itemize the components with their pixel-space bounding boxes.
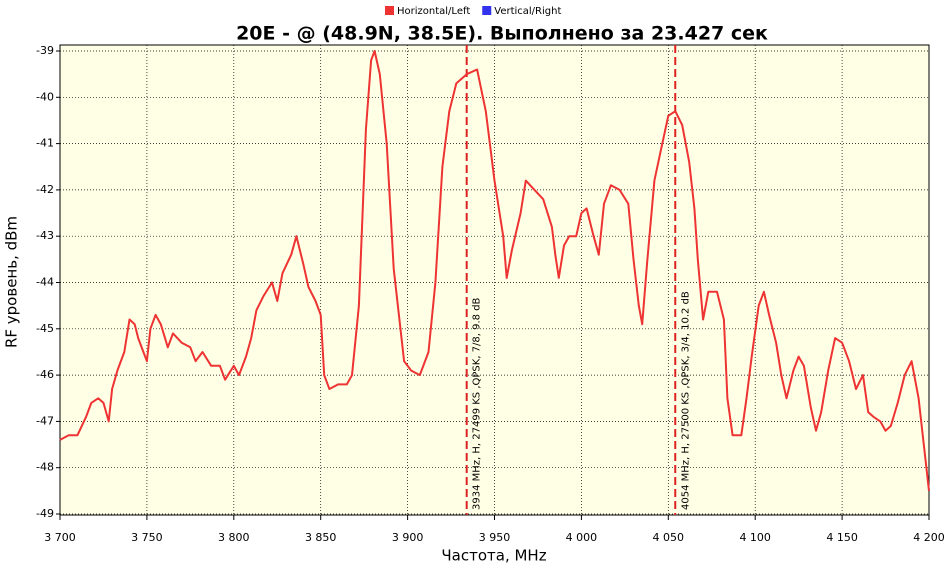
x-tick-label: 3 750 (131, 531, 163, 544)
marker-label: 3934 MHz, H, 27499 KS ,QPSK, 7/8, 9.8 dB (472, 297, 483, 510)
y-tick-label: -41 (36, 137, 54, 150)
x-axis-label: Частота, MHz (441, 547, 546, 565)
legend-label: Vertical/Right (494, 6, 561, 17)
y-tick-label: -48 (36, 461, 54, 474)
y-tick-label: -46 (36, 368, 54, 381)
y-tick-label: -39 (36, 44, 54, 57)
y-tick-label: -47 (36, 414, 54, 427)
legend-swatch (482, 6, 492, 15)
marker-label: 4054 MHz, H, 27500 KS ,QPSK, 3/4, 10.2 d… (680, 291, 691, 510)
x-tick-label: 4 050 (653, 531, 685, 544)
x-tick-label: 4 100 (739, 531, 771, 544)
y-tick-label: -40 (36, 90, 54, 103)
chart-title: 20E - @ (48.9N, 38.5E). Выполнено за 23.… (236, 23, 768, 45)
y-tick-label: -49 (36, 507, 54, 520)
x-tick-label: 3 950 (479, 531, 511, 544)
x-tick-label: 3 700 (44, 531, 76, 544)
series-line (59, 50, 930, 492)
x-tick-label: 3 850 (305, 531, 337, 544)
y-tick-label: -45 (36, 322, 54, 335)
legend-swatch (385, 6, 394, 15)
y-tick-label: -42 (36, 183, 54, 196)
legend-label: Horizontal/Left (397, 6, 470, 17)
y-tick-label: -44 (36, 276, 54, 289)
x-tick-label: 3 900 (392, 531, 424, 544)
x-tick-label: 4 200 (913, 531, 945, 544)
x-tick-label: 3 800 (218, 531, 250, 544)
y-tick-label: -43 (36, 229, 54, 242)
x-tick-label: 4 000 (566, 531, 598, 544)
x-tick-label: 4 150 (826, 531, 858, 544)
y-axis-label: RF уровень, dBm (3, 216, 21, 348)
